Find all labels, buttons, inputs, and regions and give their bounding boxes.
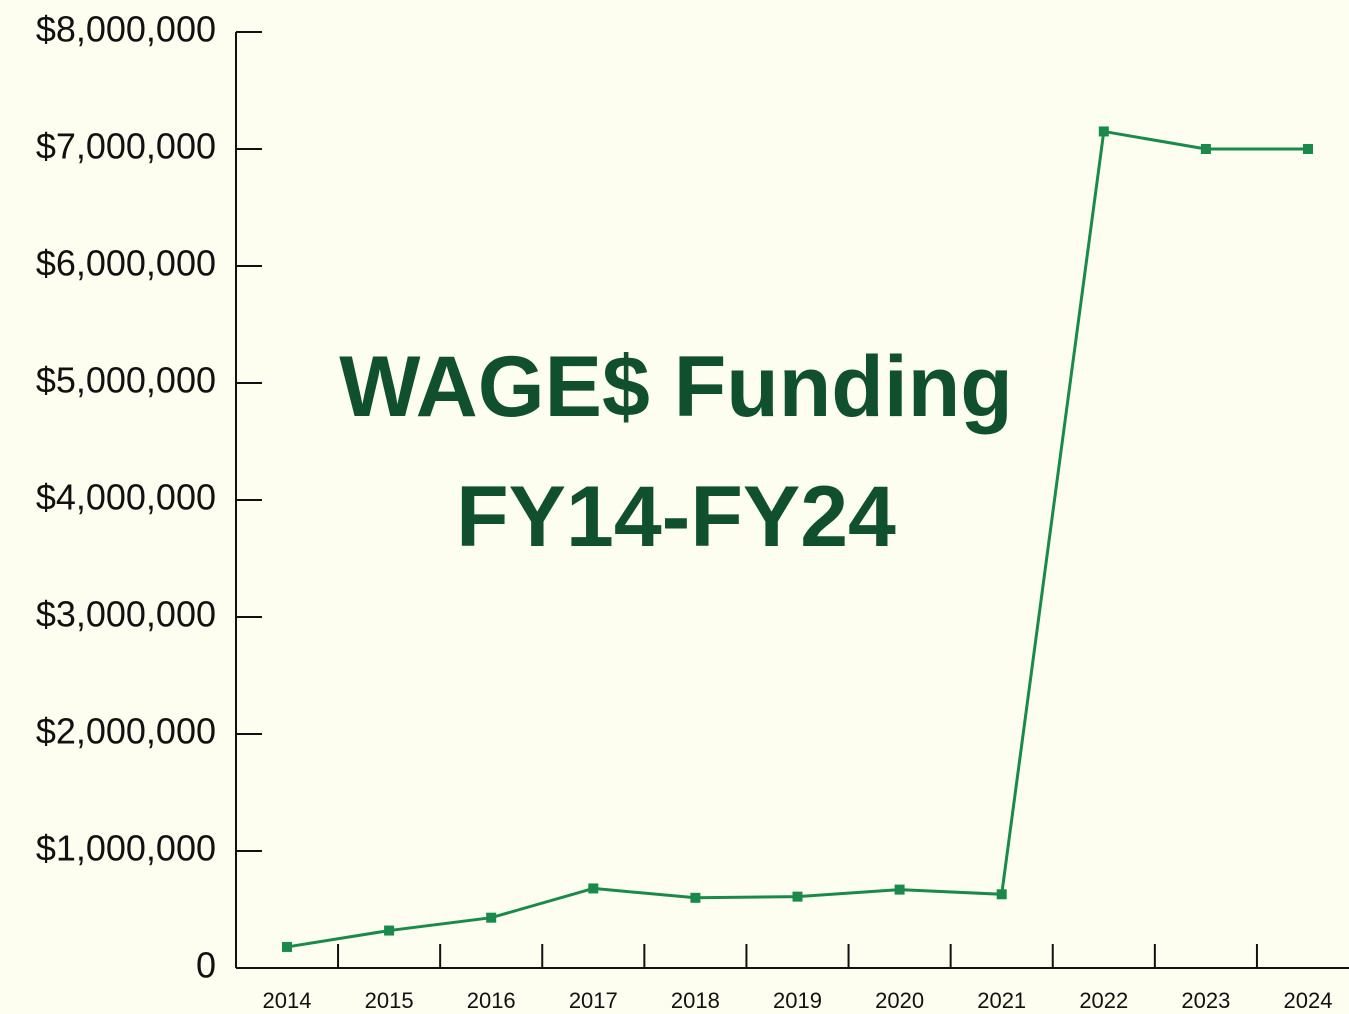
point <box>690 892 701 903</box>
x-tick-label: 2017 <box>569 988 618 1013</box>
y-tick-label: 0 <box>196 945 216 986</box>
point <box>384 925 395 936</box>
point <box>1098 126 1109 137</box>
point <box>792 891 803 902</box>
x-tick-label: 2015 <box>365 988 414 1013</box>
point <box>996 889 1007 900</box>
x-tick-label: 2019 <box>773 988 822 1013</box>
y-tick-label: $8,000,000 <box>36 9 216 50</box>
x-tick-label: 2016 <box>467 988 516 1013</box>
y-tick-label: $2,000,000 <box>36 711 216 752</box>
chart-title: WAGE$ Funding FY14-FY24 <box>339 339 1013 565</box>
x-tick-label: 2020 <box>875 988 924 1013</box>
point <box>588 883 599 894</box>
y-tick-label: $4,000,000 <box>36 477 216 518</box>
x-tick-label: 2014 <box>263 988 312 1013</box>
x-tick-label: 2018 <box>671 988 720 1013</box>
x-tick-label: 2021 <box>977 988 1026 1013</box>
y-tick-label: $6,000,000 <box>36 243 216 284</box>
y-tick-label: $1,000,000 <box>36 828 216 869</box>
point <box>1303 144 1313 154</box>
x-tick-label: 2022 <box>1079 988 1128 1013</box>
x-tick-label: 2023 <box>1181 988 1230 1013</box>
point <box>486 912 497 923</box>
point <box>1200 144 1211 154</box>
point <box>282 941 292 952</box>
y-tick-label: $3,000,000 <box>36 594 216 635</box>
y-tick-label: $7,000,000 <box>36 126 216 167</box>
x-tick-label: 2024 <box>1284 988 1333 1013</box>
point <box>894 884 905 895</box>
y-tick-label: $5,000,000 <box>36 360 216 401</box>
